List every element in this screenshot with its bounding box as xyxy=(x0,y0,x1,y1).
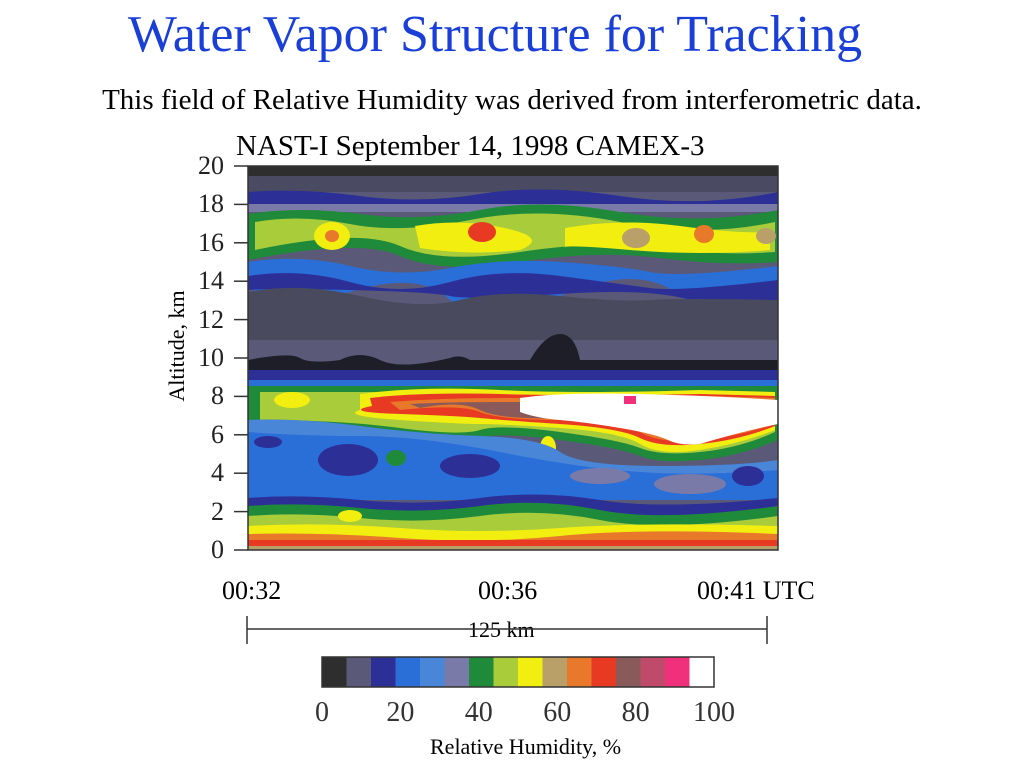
colorbar-swatch xyxy=(395,657,421,687)
y-tick-label: 16 xyxy=(198,227,224,257)
colorbar-swatch xyxy=(322,657,347,687)
colorbar-swatch xyxy=(469,657,494,687)
y-tick-label: 8 xyxy=(211,381,224,411)
colorbar-tick-label: 20 xyxy=(386,697,415,728)
distance-scale-bar xyxy=(246,616,768,644)
colorbar-tick-label: 60 xyxy=(543,697,572,728)
chart-title: NAST-I September 14, 1998 CAMEX-3 xyxy=(236,130,705,162)
colorbar-swatch xyxy=(542,657,568,687)
colorbar-tick-label: 80 xyxy=(621,697,650,728)
colorbar-tick-label: 0 xyxy=(315,697,329,728)
x-tick-label: 00:32 xyxy=(222,576,282,605)
y-tick-label: 14 xyxy=(198,266,224,296)
colorbar-swatch xyxy=(616,657,641,687)
y-tick-label: 10 xyxy=(198,343,224,372)
colorbar-swatch xyxy=(665,657,690,687)
x-tick-label: 00:36 xyxy=(478,576,538,605)
y-tick-marks xyxy=(234,165,248,551)
y-tick-label: 4 xyxy=(211,458,224,488)
heatmap-field xyxy=(248,166,778,550)
x-tick-label: 00:41 UTC xyxy=(697,576,815,605)
page-title: Water Vapor Structure for Tracking xyxy=(127,6,863,63)
y-tick-label: 18 xyxy=(198,189,224,219)
colorbar-swatch xyxy=(640,657,666,687)
y-tick-label: 12 xyxy=(198,304,224,334)
y-tick-label: 0 xyxy=(211,535,224,564)
y-tick-label: 20 xyxy=(198,151,224,180)
page-subtitle: This field of Relative Humidity was deri… xyxy=(102,84,922,116)
colorbar-swatch xyxy=(444,657,470,687)
colorbar-swatch xyxy=(567,657,592,687)
colorbar-swatch xyxy=(689,657,715,687)
y-tick-label: 6 xyxy=(211,419,224,449)
colorbar-swatch xyxy=(346,657,372,687)
y-tick-label: 2 xyxy=(211,496,224,526)
colorbar-tick-label: 100 xyxy=(693,697,735,728)
colorbar-swatch xyxy=(518,657,543,687)
colorbar xyxy=(321,656,715,688)
colorbar-label: Relative Humidity, % xyxy=(430,734,622,759)
colorbar-swatch xyxy=(420,657,445,687)
colorbar-frame xyxy=(321,656,715,688)
colorbar-swatch xyxy=(493,657,519,687)
colorbar-tick-label: 40 xyxy=(464,697,493,728)
colorbar-swatch xyxy=(591,657,617,687)
colorbar-swatch xyxy=(371,657,396,687)
